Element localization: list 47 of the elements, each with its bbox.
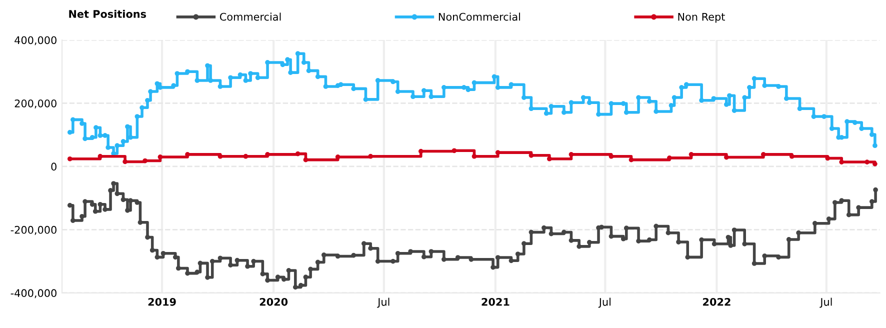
point: [368, 154, 374, 159]
point: [608, 154, 614, 159]
legend-label: Commercial: [220, 12, 281, 21]
point: [98, 154, 103, 159]
point: [667, 155, 672, 160]
point: [825, 156, 830, 161]
point: [218, 154, 223, 159]
point: [122, 159, 128, 164]
x-tick-label: Jul: [377, 298, 390, 308]
point: [872, 162, 878, 166]
y-tick-label: -400,000: [10, 289, 56, 298]
point: [295, 151, 300, 156]
x-tick-label: 2020: [260, 298, 288, 306]
x-tick-label: 2021: [482, 298, 510, 306]
y-tick-label: 0: [51, 162, 56, 171]
point: [528, 152, 534, 158]
x-tick-label: 2019: [148, 298, 176, 306]
point: [243, 154, 248, 159]
point: [142, 158, 148, 164]
point: [418, 148, 424, 154]
point: [265, 152, 270, 157]
point: [760, 152, 766, 157]
point: [628, 157, 634, 162]
y-tick-label: 400,000: [14, 36, 56, 46]
point: [185, 152, 190, 157]
x-tick-label: 2022: [703, 298, 730, 306]
point: [724, 154, 729, 160]
legend-label: NonCommercial: [438, 12, 520, 21]
point: [452, 148, 457, 154]
point: [568, 152, 574, 157]
x-tick-label: Jul: [598, 298, 610, 308]
legend-title: Net Positions: [69, 10, 146, 18]
point: [688, 152, 694, 157]
y-tick-label: -200,000: [10, 226, 56, 235]
point: [495, 150, 500, 155]
point: [864, 160, 870, 164]
point: [303, 157, 308, 162]
point: [158, 154, 163, 160]
point: [67, 156, 72, 162]
y-tick-label: 200,000: [14, 99, 56, 108]
x-tick-label: Jul: [820, 298, 832, 308]
point: [789, 154, 794, 159]
point: [335, 154, 340, 160]
point: [472, 154, 477, 159]
legend-label: Non Rept: [678, 12, 725, 23]
point: [839, 160, 844, 164]
point: [546, 156, 552, 162]
